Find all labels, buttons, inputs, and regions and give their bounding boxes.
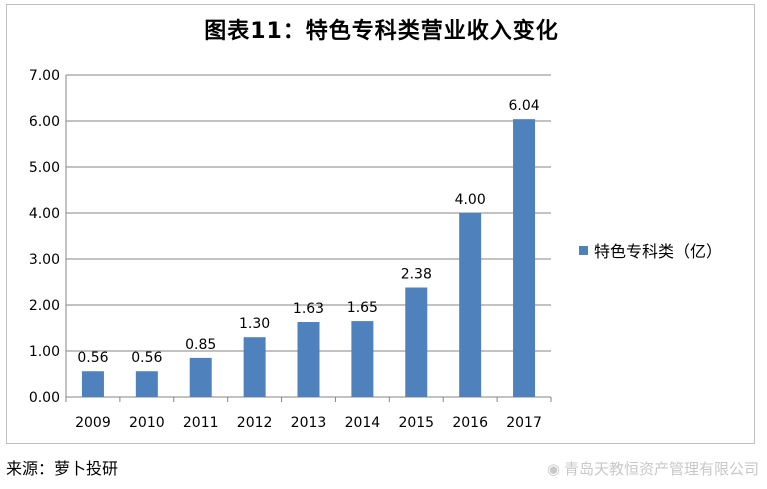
bars xyxy=(81,119,536,397)
watermark-text: 青岛天教恒资产管理有限公司 xyxy=(563,460,759,478)
bar xyxy=(513,119,536,397)
chart-frame: 图表11：特色专科类营业收入变化 xyxy=(6,4,755,444)
y-tick-label: 1.00 xyxy=(29,344,60,360)
x-axis-ticks: 2009 2010 2011 2012 2013 2014 2015 2016 2017 xyxy=(65,397,552,431)
y-tick-label: 0.00 xyxy=(29,390,60,406)
bar xyxy=(405,287,428,397)
weibo-icon: ◉ xyxy=(546,459,560,478)
legend: 特色专科类（亿） xyxy=(579,238,722,262)
y-tick-label: 2.00 xyxy=(29,298,60,314)
data-label: 0.85 xyxy=(185,337,216,353)
data-labels: 0.56 0.56 0.85 1.30 1.63 1.65 2.38 4.00 6.04 xyxy=(77,98,539,366)
bar xyxy=(297,322,320,397)
legend-swatch xyxy=(579,245,588,255)
x-tick-label: 2010 xyxy=(129,415,165,431)
source-note: 来源：萝卜投研 xyxy=(6,459,119,478)
data-label: 4.00 xyxy=(455,192,486,208)
data-label: 0.56 xyxy=(131,350,162,366)
x-tick-label: 2009 xyxy=(75,415,111,431)
bar xyxy=(189,357,212,397)
y-tick-label: 6.00 xyxy=(29,114,60,130)
x-tick-label: 2011 xyxy=(183,415,219,431)
x-tick-label: 2014 xyxy=(345,415,381,431)
x-tick-label: 2016 xyxy=(452,415,488,431)
data-label: 1.30 xyxy=(239,316,270,332)
y-tick-label: 3.00 xyxy=(29,252,60,268)
bar xyxy=(459,213,482,397)
chart-title: 图表11：特色专科类营业收入变化 xyxy=(204,19,559,44)
y-tick-label: 7.00 xyxy=(29,68,60,84)
data-label: 2.38 xyxy=(401,267,432,283)
x-tick-label: 2012 xyxy=(237,415,273,431)
y-tick-label: 4.00 xyxy=(29,206,60,222)
watermark: ◉ 青岛天教恒资产管理有限公司 xyxy=(547,458,759,479)
data-label: 0.56 xyxy=(77,350,108,366)
data-label: 1.63 xyxy=(293,301,324,317)
bar xyxy=(81,371,104,397)
y-tick-label: 5.00 xyxy=(29,160,60,176)
bar xyxy=(243,337,266,397)
data-label: 1.65 xyxy=(347,300,378,316)
bar xyxy=(135,371,158,397)
x-tick-label: 2013 xyxy=(291,415,327,431)
y-axis-ticks: 0.00 1.00 2.00 3.00 4.00 5.00 6.00 7.00 xyxy=(29,68,60,406)
bar xyxy=(351,321,374,397)
x-tick-label: 2017 xyxy=(506,415,542,431)
legend-label: 特色专科类（亿） xyxy=(594,242,723,261)
x-tick-label: 2015 xyxy=(398,415,434,431)
data-label: 6.04 xyxy=(508,98,539,114)
